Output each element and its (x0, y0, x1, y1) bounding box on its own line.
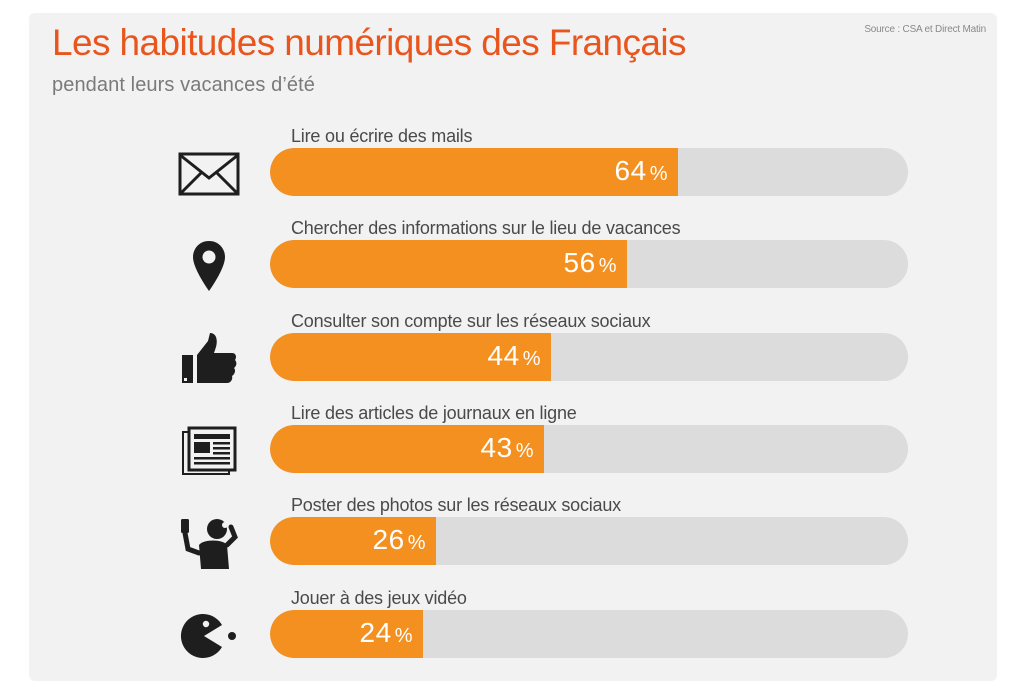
category-label: Consulter son compte sur les réseaux soc… (291, 311, 651, 331)
bar-row: Lire des articles de journaux en ligne 43… (0, 403, 1024, 488)
category-label: Lire ou écrire des mails (291, 126, 473, 146)
category-label: Lire des articles de journaux en ligne (291, 403, 577, 423)
value-number: 43 (480, 432, 513, 463)
bar-track: 43% (270, 425, 908, 473)
value-unit: % (649, 163, 668, 185)
value-unit: % (598, 255, 617, 277)
value-label: 26% (373, 524, 426, 556)
selfie-person-icon (176, 515, 242, 571)
bar-row: Poster des photos sur les réseaux sociau… (0, 495, 1024, 580)
category-label: Chercher des informations sur le lieu de… (291, 218, 681, 238)
thumbs-up-icon (176, 331, 242, 387)
category-label: Jouer à des jeux vidéo (291, 588, 467, 608)
bar-fill (270, 240, 627, 288)
value-label: 64% (615, 155, 668, 187)
source-note: Source : CSA et Direct Matin (864, 24, 986, 35)
bar-row: Chercher des informations sur le lieu de… (0, 218, 1024, 303)
newspaper-icon (176, 423, 242, 479)
bar-track: 24% (270, 610, 908, 658)
bar-track: 44% (270, 333, 908, 381)
bar-fill (270, 610, 423, 658)
bar-fill (270, 148, 678, 196)
bar-fill (270, 517, 436, 565)
bar-track: 64% (270, 148, 908, 196)
value-number: 56 (563, 247, 596, 278)
value-number: 24 (359, 617, 392, 648)
bar-row: Consulter son compte sur les réseaux soc… (0, 311, 1024, 396)
value-label: 44% (488, 340, 541, 372)
bar-fill (270, 333, 551, 381)
bar-track: 56% (270, 240, 908, 288)
envelope-icon (176, 146, 242, 202)
value-label: 24% (360, 617, 413, 649)
value-number: 64 (614, 155, 647, 186)
value-unit: % (515, 440, 534, 462)
bar-fill (270, 425, 544, 473)
pacman-icon (176, 608, 242, 664)
value-unit: % (394, 625, 413, 647)
bar-row: Jouer à des jeux vidéo 24% (0, 588, 1024, 673)
value-unit: % (407, 532, 426, 554)
map-pin-icon (176, 238, 242, 294)
value-label: 56% (564, 247, 617, 279)
category-label: Poster des photos sur les réseaux sociau… (291, 495, 621, 515)
value-number: 26 (372, 524, 405, 555)
bar-row: Lire ou écrire des mails 64% (0, 126, 1024, 211)
chart-title: Les habitudes numériques des Français (52, 22, 687, 63)
bar-track: 26% (270, 517, 908, 565)
value-number: 44 (487, 340, 520, 371)
value-unit: % (522, 348, 541, 370)
chart-subtitle: pendant leurs vacances d’été (52, 74, 315, 96)
value-label: 43% (481, 432, 534, 464)
